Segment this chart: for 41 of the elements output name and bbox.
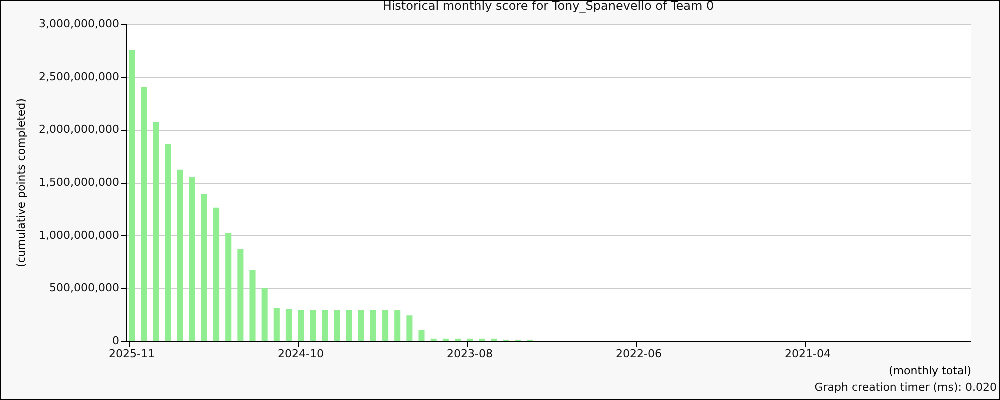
bar: [226, 233, 232, 341]
bar: [406, 316, 413, 341]
x-tick-label: 2022-06: [616, 348, 662, 360]
x-tick-label: 2024-10: [278, 348, 324, 360]
bar: [346, 310, 352, 341]
bar: [286, 309, 292, 341]
bar: [214, 208, 220, 341]
y-tick-label: 0: [112, 334, 120, 348]
bar: [238, 249, 244, 341]
bar: [177, 170, 184, 341]
bar: [322, 310, 328, 341]
bar: [358, 310, 364, 341]
bar: [129, 50, 136, 341]
bar: [262, 288, 268, 341]
bar: [394, 310, 401, 341]
y-tick-label: 500,000,000: [50, 282, 120, 295]
bar: [165, 144, 172, 341]
y-tick-label: 1,500,000,000: [39, 176, 120, 189]
bar: [141, 87, 148, 341]
y-tick-label: 2,500,000,000: [39, 70, 120, 84]
y-axis-title: (cumulative points completed): [15, 98, 28, 268]
bar: [153, 122, 160, 341]
bar: [370, 310, 376, 341]
bar: [274, 308, 280, 341]
bar: [298, 310, 304, 341]
bar: [201, 194, 208, 341]
bar: [334, 310, 340, 341]
y-tick-label: 2,000,000,000: [39, 123, 120, 136]
bar: [250, 270, 256, 341]
x-tick-label: 2023-08: [447, 348, 494, 360]
text: Graph creation timer (ms): 0.020: [814, 381, 997, 394]
bar: [310, 310, 316, 341]
y-tick-label: 1,000,000,000: [39, 228, 120, 242]
bar: [418, 330, 425, 341]
bar: [189, 177, 196, 341]
chart-title: Historical monthly score for Tony_Spanevello of Team 0: [382, 0, 714, 13]
x-tick-label: 2021-04: [785, 348, 832, 360]
x-tick-label: 2025-11: [109, 348, 156, 360]
y-tick-label: 3,000,000,000: [39, 18, 120, 30]
x-axis-title: (monthly total): [889, 364, 972, 378]
bar: [382, 310, 389, 341]
